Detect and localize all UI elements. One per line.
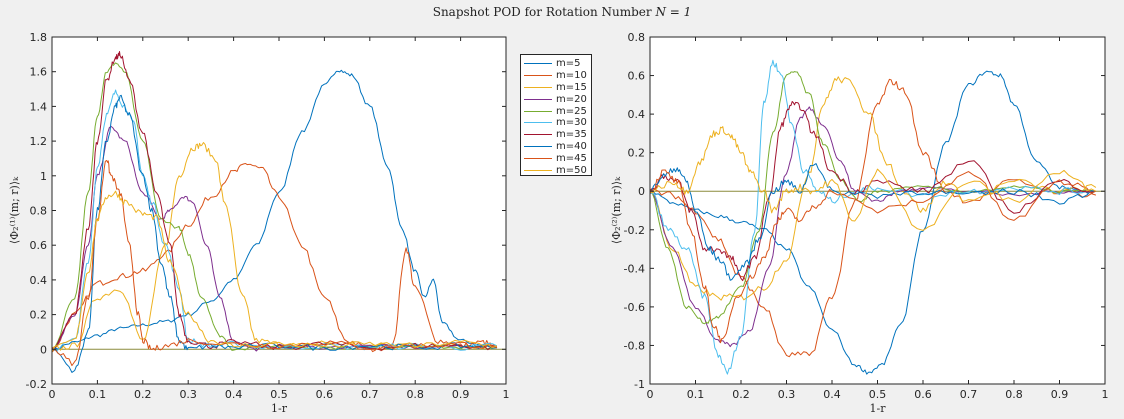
y-tick-label: 0.6 <box>30 239 48 252</box>
legend-line-swatch <box>524 134 552 136</box>
x-tick-label: 0.3 <box>179 388 197 401</box>
legend-line-swatch <box>524 110 552 112</box>
legend-line-swatch <box>524 86 552 88</box>
legend-label: m=50 <box>556 164 587 176</box>
x-tick-label: 0.3 <box>778 388 796 401</box>
y-axis-label: ⟨Φ₂⁽¹⁾(m; r)⟩ₖ <box>8 176 21 244</box>
x-tick-label: 0.9 <box>1051 388 1069 401</box>
y-tick-label: 1.2 <box>30 135 48 148</box>
legend-item: m=40 <box>523 141 589 153</box>
series-line-m-50 <box>649 126 1097 231</box>
x-tick-label: 0.2 <box>732 388 750 401</box>
legend-line-swatch <box>524 145 552 147</box>
chart-title: Snapshot POD for Rotation Number N = 1 <box>0 5 1124 19</box>
left-axes: 0 0.1 0.2 0.3 0.4 0.5 0.6 0.7 0.8 0.9 1-0.200.20.4… <box>8 31 510 415</box>
x-tick-label: 0.4 <box>823 388 841 401</box>
legend-label: m=45 <box>556 152 587 164</box>
legend-item: m=45 <box>523 152 589 164</box>
legend-item: m=25 <box>523 105 589 117</box>
x-tick-label: 0.6 <box>316 388 334 401</box>
y-tick-label: 0.8 <box>628 31 646 44</box>
y-tick-label: -0.6 <box>624 301 645 314</box>
x-tick-label: 0.7 <box>960 388 978 401</box>
series-line-m-10 <box>649 78 1097 358</box>
x-tick-label: 0.7 <box>361 388 379 401</box>
x-tick-label: 1 <box>503 388 510 401</box>
title-math: N = 1 <box>655 5 692 19</box>
plot-area <box>650 37 1105 384</box>
x-tick-label: 0.4 <box>225 388 243 401</box>
x-tick-label: 0.5 <box>869 388 887 401</box>
x-tick-label: 0.1 <box>89 388 107 401</box>
series-line-m-10 <box>51 163 498 353</box>
y-tick-label: -0.8 <box>624 339 645 352</box>
legend-line-swatch <box>524 157 552 159</box>
series-line-m-5 <box>51 69 497 352</box>
legend-item: m=30 <box>523 117 589 129</box>
y-axis-label: ⟨Φ₂⁽²⁾(m; r)⟩ₖ <box>610 176 623 244</box>
legend-label: m=15 <box>556 81 587 93</box>
legend-label: m=40 <box>556 140 587 152</box>
series-line-m-45 <box>649 169 1097 344</box>
plot-area <box>52 37 506 384</box>
right-axes: 0 0.1 0.2 0.3 0.4 0.5 0.6 0.7 0.8 0.9 1 -1 -0.8 -0.6 -… <box>610 31 1109 415</box>
y-tick-label: 1.6 <box>30 66 48 79</box>
y-tick-label: 1 <box>40 170 47 183</box>
y-tick-label: -0.2 <box>26 378 47 391</box>
y-tick-label: 0 <box>40 343 47 356</box>
legend-label: m=20 <box>556 93 587 105</box>
x-tick-label: 0.8 <box>406 388 424 401</box>
x-axis-label: 1-r <box>271 402 288 415</box>
x-tick-label: 0.1 <box>687 388 705 401</box>
y-tick-label: -0.4 <box>624 262 645 275</box>
legend-item: m=20 <box>523 93 589 105</box>
legend-label: m=25 <box>556 105 587 117</box>
legend-label: m=5 <box>556 58 581 70</box>
legend-item: m=10 <box>523 70 589 82</box>
legend-line-swatch <box>524 63 552 65</box>
legend-line-swatch <box>524 98 552 100</box>
x-tick-label: 0 <box>647 388 654 401</box>
series-line-m-5 <box>649 70 1097 375</box>
legend-label: m=30 <box>556 117 587 129</box>
y-tick-label: 0 <box>638 185 645 198</box>
y-tick-label: 0.6 <box>628 70 646 83</box>
x-tick-label: 0.8 <box>1005 388 1023 401</box>
y-tick-label: 0.2 <box>628 147 646 160</box>
legend-item: m=50 <box>523 164 589 176</box>
y-tick-label: 0.8 <box>30 205 48 218</box>
legend-label: m=35 <box>556 129 587 141</box>
y-tick-label: 0.2 <box>30 309 48 322</box>
x-axis-label: 1-r <box>870 402 887 415</box>
series-line-m-50 <box>51 190 498 352</box>
y-tick-label: 1.8 <box>30 31 48 44</box>
series-line-m-40 <box>51 94 497 373</box>
y-tick-label: 0.4 <box>628 108 646 121</box>
legend-line-swatch <box>524 75 552 77</box>
y-tick-label: 0.4 <box>30 274 48 287</box>
legend-line-swatch <box>524 122 552 124</box>
legend-label: m=10 <box>556 70 587 82</box>
y-tick-label: 1.4 <box>30 100 48 113</box>
x-tick-label: 0.5 <box>270 388 288 401</box>
legend-line-swatch <box>524 169 552 171</box>
x-tick-label: 0 <box>49 388 56 401</box>
x-tick-label: 0.6 <box>914 388 932 401</box>
legend-item: m=35 <box>523 129 589 141</box>
title-text: Snapshot POD for Rotation Number <box>432 5 656 19</box>
series-line-m-25 <box>649 71 1096 325</box>
x-tick-label: 0.2 <box>134 388 152 401</box>
series-line-m-15 <box>649 76 1097 301</box>
x-tick-label: 0.9 <box>452 388 470 401</box>
x-tick-label: 1 <box>1102 388 1109 401</box>
y-tick-label: -0.2 <box>624 224 645 237</box>
series-line-m-35 <box>649 101 1097 282</box>
y-tick-label: -1 <box>634 378 645 391</box>
legend: m=5 m=10 m=15 m=20 m=25 m=30 m=35 m=40 m=45 m=50 <box>520 54 592 176</box>
legend-item: m=15 <box>523 82 589 94</box>
legend-item: m=5 <box>523 58 589 70</box>
